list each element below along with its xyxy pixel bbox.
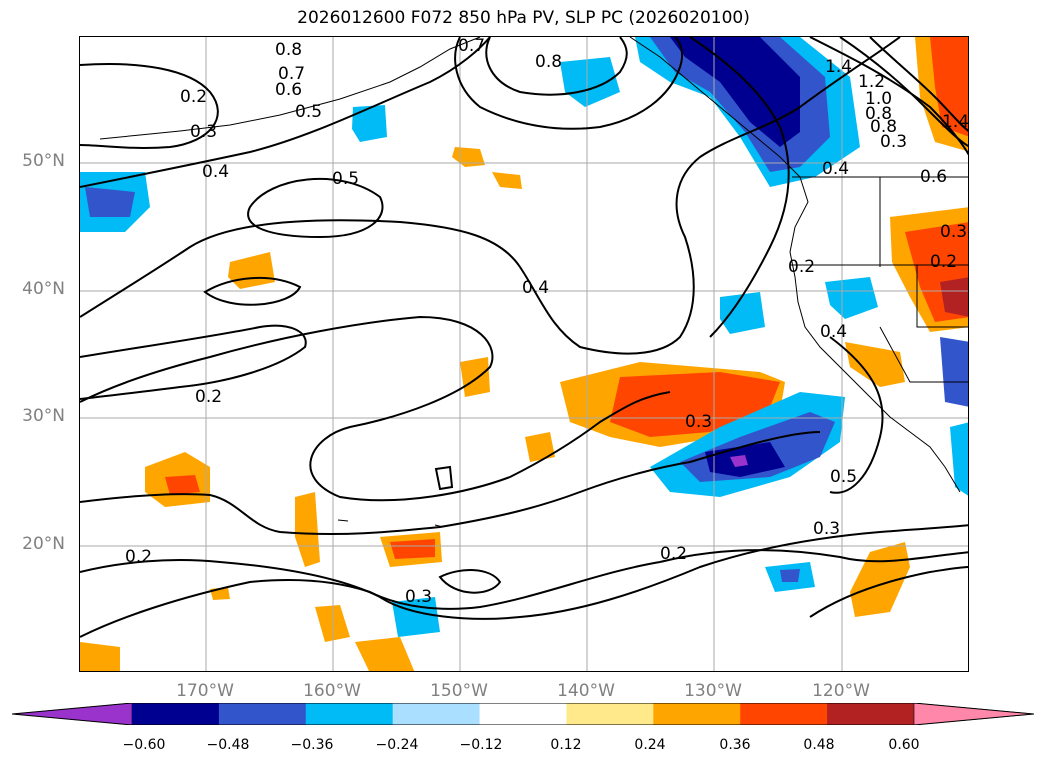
contour-label: 1.0 (865, 89, 892, 109)
colorbar (12, 703, 1034, 725)
colorbar-extend-min (12, 703, 133, 725)
colorbar-tick: 0.48 (803, 737, 835, 753)
colorbar-segments (12, 703, 1034, 725)
colorbar-tick: −0.60 (122, 737, 166, 753)
contour-label: 1.2 (858, 72, 885, 92)
contour-label: 0.8 (865, 104, 892, 124)
map-panel: 0.8 0.7 0.6 0.5 0.2 0.3 0.4 0.5 0.4 0.2 … (79, 36, 969, 672)
lat-label: 50°N (22, 151, 65, 171)
contour-label: 0.5 (295, 102, 322, 122)
coastlines (99, 37, 968, 528)
contour-label: 0.4 (820, 322, 847, 342)
map-title: 2026012600 F072 850 hPa PV, SLP PC (2026… (297, 8, 750, 28)
contour-label: 0.5 (332, 169, 359, 189)
colorbar-tick: −0.48 (206, 737, 250, 753)
lon-label: 130°W (684, 681, 742, 701)
contour-label: 0.2 (195, 387, 222, 407)
colorbar-tick: 0.24 (634, 737, 666, 753)
contour-label: 0.3 (190, 122, 217, 142)
contour-label-group: 0.8 0.7 0.6 0.5 0.2 0.3 0.4 0.5 0.4 0.2 … (125, 37, 969, 607)
contour-label: 0.2 (180, 87, 207, 107)
contour-label: 0.3 (940, 222, 967, 242)
colorbar-tick: −0.12 (459, 737, 503, 753)
contour-label: 0.2 (788, 257, 815, 277)
colorbar-segment (132, 703, 220, 725)
colorbar-segment (305, 703, 394, 725)
contour-label: 0.7 (278, 64, 305, 84)
lon-label: 150°W (430, 681, 488, 701)
colorbar-tick: −0.24 (375, 737, 419, 753)
contour-label: 0.8 (275, 40, 302, 60)
map-canvas: 0.8 0.7 0.6 0.5 0.2 0.3 0.4 0.5 0.4 0.2 … (80, 37, 969, 671)
colorbar-tick: 0.12 (550, 737, 582, 753)
contour-label: 0.3 (685, 412, 712, 432)
colorbar-tick: 0.60 (888, 737, 920, 753)
contour-label: 0.8 (535, 52, 562, 72)
contour-label: 0.2 (125, 547, 152, 567)
colorbar-segment (218, 703, 307, 725)
contour-label: 0.5 (830, 467, 857, 487)
colorbar-segment (566, 703, 654, 725)
contour-label: 0.2 (930, 252, 957, 272)
contour-label: 0.3 (405, 587, 432, 607)
contour-label: 1.4 (825, 57, 852, 77)
contour-label: 0.4 (202, 162, 229, 182)
lat-label: 40°N (22, 279, 65, 299)
contour-label: 0.7 (458, 37, 485, 56)
lon-label: 140°W (557, 681, 615, 701)
colorbar-tick: 0.36 (719, 737, 751, 753)
lat-label: 30°N (22, 406, 65, 426)
contour-label: 0.2 (660, 544, 687, 564)
slp-contours (80, 37, 968, 638)
colorbar-segment (653, 703, 741, 725)
contour-label: 0.6 (275, 80, 302, 100)
contour-label: 1.4 (942, 112, 969, 132)
lon-label: 120°W (812, 681, 870, 701)
lon-label: 160°W (303, 681, 361, 701)
colorbar-segment (479, 703, 567, 725)
contour-label: 0.8 (870, 117, 897, 137)
colorbar-tick: −0.36 (290, 737, 334, 753)
colorbar-segment (827, 703, 915, 725)
contour-label: 0.3 (880, 132, 907, 152)
contour-label: 0.6 (920, 167, 947, 187)
colorbar-segment (392, 703, 481, 725)
graticule (80, 37, 968, 671)
colorbar-segment (740, 703, 828, 725)
contour-label: 0.4 (522, 278, 549, 298)
lon-label: 170°W (176, 681, 234, 701)
contour-label: 0.4 (822, 159, 849, 179)
contour-label: 0.3 (813, 519, 840, 539)
colorbar-extend-max (913, 703, 1034, 725)
lat-label: 20°N (22, 534, 65, 554)
